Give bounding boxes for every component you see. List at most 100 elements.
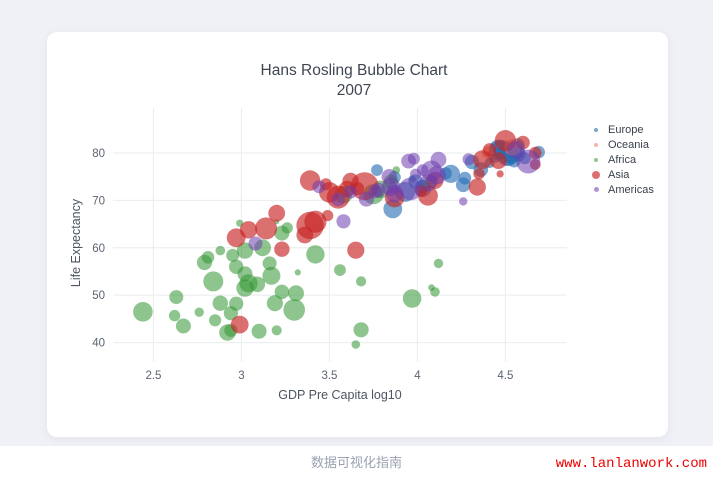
bubble[interactable] [428, 284, 435, 291]
x-tick-label: 3.5 [321, 370, 337, 382]
bubble[interactable] [371, 164, 383, 177]
bubble[interactable] [255, 217, 278, 240]
bubble[interactable] [175, 318, 191, 334]
bubble[interactable] [262, 266, 281, 285]
legend-label: Americas [608, 183, 654, 196]
bubble[interactable] [312, 180, 326, 194]
bubble[interactable] [229, 259, 244, 274]
bubble[interactable] [268, 204, 286, 222]
caption: 数据可视化指南 [310, 455, 402, 470]
bubble[interactable] [402, 289, 422, 308]
bubble[interactable] [399, 177, 422, 201]
legend-item-oceania[interactable]: Oceania [590, 137, 654, 152]
bubble[interactable] [294, 269, 301, 276]
chart-title-line2: 2007 [336, 82, 372, 99]
bubble[interactable] [274, 241, 290, 257]
bubble[interactable] [248, 236, 263, 251]
legend: Europe Oceania Africa Asia Americas [590, 122, 654, 197]
bubble[interactable] [331, 192, 346, 207]
bubble[interactable] [194, 307, 204, 317]
x-tick-label: 3 [238, 370, 244, 382]
chart-title-line1: Hans Rosling Bubble Chart [260, 62, 448, 79]
bubble[interactable] [353, 322, 369, 338]
watermark-link[interactable]: www.lanlanwork.com [555, 456, 707, 472]
y-tick-label: 50 [92, 290, 105, 302]
x-tick-label: 4.5 [497, 370, 513, 382]
bubble[interactable] [462, 153, 475, 166]
legend-marker-icon [590, 187, 602, 192]
bubble[interactable] [271, 325, 282, 336]
bubble[interactable] [334, 264, 346, 276]
bubble[interactable] [274, 284, 290, 300]
legend-label: Europe [608, 123, 644, 136]
bubble[interactable] [433, 258, 444, 269]
bubble[interactable] [306, 245, 325, 264]
bubble[interactable] [473, 168, 485, 180]
legend-item-asia[interactable]: Asia [590, 167, 654, 182]
bubble[interactable] [262, 256, 277, 271]
bubble[interactable] [281, 222, 293, 234]
bubble[interactable] [209, 314, 222, 327]
bubble[interactable] [266, 295, 283, 312]
legend-marker-icon [590, 142, 602, 147]
legend-item-americas[interactable]: Americas [590, 182, 654, 197]
bubble[interactable] [296, 226, 314, 244]
bubble[interactable] [356, 276, 367, 287]
y-tick-label: 80 [92, 148, 105, 160]
chart-title: Hans Rosling Bubble Chart 2007 [154, 61, 554, 101]
bubble[interactable] [347, 241, 365, 259]
bubble[interactable] [407, 152, 420, 165]
bubble[interactable] [215, 245, 226, 256]
legend-label: Asia [608, 168, 630, 181]
x-axis-title: GDP Pre Capita log10 [278, 388, 402, 402]
bubble[interactable] [212, 295, 228, 311]
bubble[interactable] [381, 169, 397, 185]
bubble[interactable] [351, 340, 361, 349]
tick-labels: 2.5 3 3.5 4 4.5 40 50 60 70 80 [92, 148, 513, 382]
legend-label: Oceania [608, 138, 649, 151]
bubble[interactable] [226, 248, 240, 262]
bubble[interactable] [251, 323, 267, 339]
legend-item-europe[interactable]: Europe [590, 122, 654, 137]
bubble[interactable] [133, 302, 153, 322]
bubble[interactable] [458, 171, 472, 185]
legend-marker-icon [590, 157, 602, 162]
bubble[interactable] [336, 214, 351, 229]
bubble[interactable] [168, 309, 181, 322]
series-americas [248, 140, 541, 251]
bubble[interactable] [483, 143, 497, 157]
bubble[interactable] [368, 184, 383, 199]
bubble[interactable] [283, 299, 305, 321]
bubble[interactable] [201, 251, 215, 264]
bubble[interactable] [236, 279, 254, 297]
bubble[interactable] [343, 185, 358, 199]
x-tick-label: 4 [414, 370, 421, 382]
bubble[interactable] [410, 168, 422, 180]
y-tick-label: 60 [92, 243, 105, 255]
bubble[interactable] [249, 276, 266, 293]
chart-card: 2.5 3 3.5 4 4.5 40 50 60 70 80 Hans Rosling Bubbl… [47, 32, 668, 437]
bubble[interactable] [468, 178, 486, 196]
bubble-chart[interactable]: 2.5 3 3.5 4 4.5 40 50 60 70 80 [47, 32, 668, 437]
y-axis-title: Life Expectancy [69, 198, 83, 288]
bubble[interactable] [239, 221, 258, 239]
y-tick-label: 70 [92, 195, 105, 207]
bubble[interactable] [288, 285, 304, 302]
y-tick-label: 40 [92, 338, 105, 350]
bubble[interactable] [459, 197, 468, 206]
bubble[interactable] [419, 174, 437, 192]
bubble[interactable] [322, 210, 334, 222]
bubble[interactable] [496, 170, 504, 178]
bubble[interactable] [203, 271, 224, 292]
bubble[interactable] [236, 242, 254, 259]
bubble[interactable] [304, 210, 327, 233]
bubble[interactable] [490, 152, 507, 169]
bubble[interactable] [430, 151, 447, 168]
bubble[interactable] [169, 290, 184, 305]
bubble[interactable] [507, 140, 525, 159]
bubble[interactable] [387, 182, 399, 194]
bubble[interactable] [230, 315, 249, 334]
x-tick-label: 2.5 [145, 370, 161, 382]
legend-item-africa[interactable]: Africa [590, 152, 654, 167]
bubble[interactable] [229, 296, 244, 311]
